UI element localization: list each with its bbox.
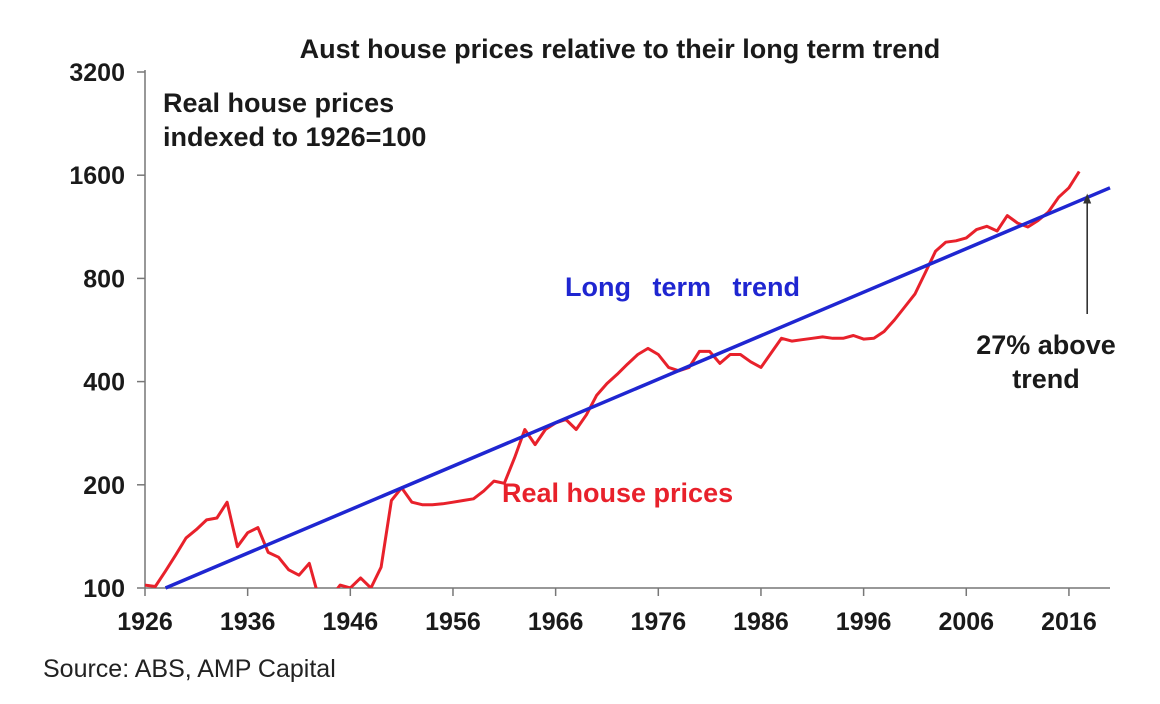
chart-title: Aust house prices relative to their long… (300, 34, 941, 64)
y-tick-label: 800 (83, 265, 125, 293)
y-tick-label: 1600 (69, 162, 125, 190)
y-tick-label: 3200 (69, 59, 125, 87)
x-tick-label: 2006 (938, 608, 994, 636)
long-term-trend-line (164, 186, 1111, 590)
real-house-prices-line (145, 170, 1081, 588)
annotation-line-2: trend (1012, 364, 1080, 394)
y-tick-label: 400 (83, 369, 125, 397)
x-tick-label: 1956 (425, 608, 481, 636)
price-series-label: Real house prices (502, 478, 733, 508)
annotation-arrow-head (1083, 193, 1092, 204)
x-tick-label: 1936 (220, 608, 276, 636)
x-tick-label: 1926 (117, 608, 173, 636)
index-note-line-2: indexed to 1926=100 (163, 122, 426, 152)
x-axis: 1926 1936 1946 1956 1966 1976 1986 1996 2006 2016 (117, 587, 1110, 636)
index-note-line-1: Real house prices (163, 88, 394, 118)
y-tick-label: 200 (83, 472, 125, 500)
y-tick-label: 100 (83, 575, 125, 603)
y-axis: 3200 1600 800 400 200 100 (69, 59, 146, 603)
series-layer (145, 170, 1111, 590)
x-tick-label: 1996 (836, 608, 892, 636)
annotation-line-1: 27% above (976, 330, 1116, 360)
x-tick-label: 1986 (733, 608, 789, 636)
source-note: Source: ABS, AMP Capital (43, 655, 336, 683)
x-tick-label: 1976 (630, 608, 686, 636)
trend-series-label: Long term trend (565, 272, 800, 302)
x-tick-label: 1966 (528, 608, 584, 636)
x-tick-label: 2016 (1041, 608, 1097, 636)
annotation-arrow (1083, 193, 1092, 314)
x-tick-label: 1946 (323, 608, 379, 636)
